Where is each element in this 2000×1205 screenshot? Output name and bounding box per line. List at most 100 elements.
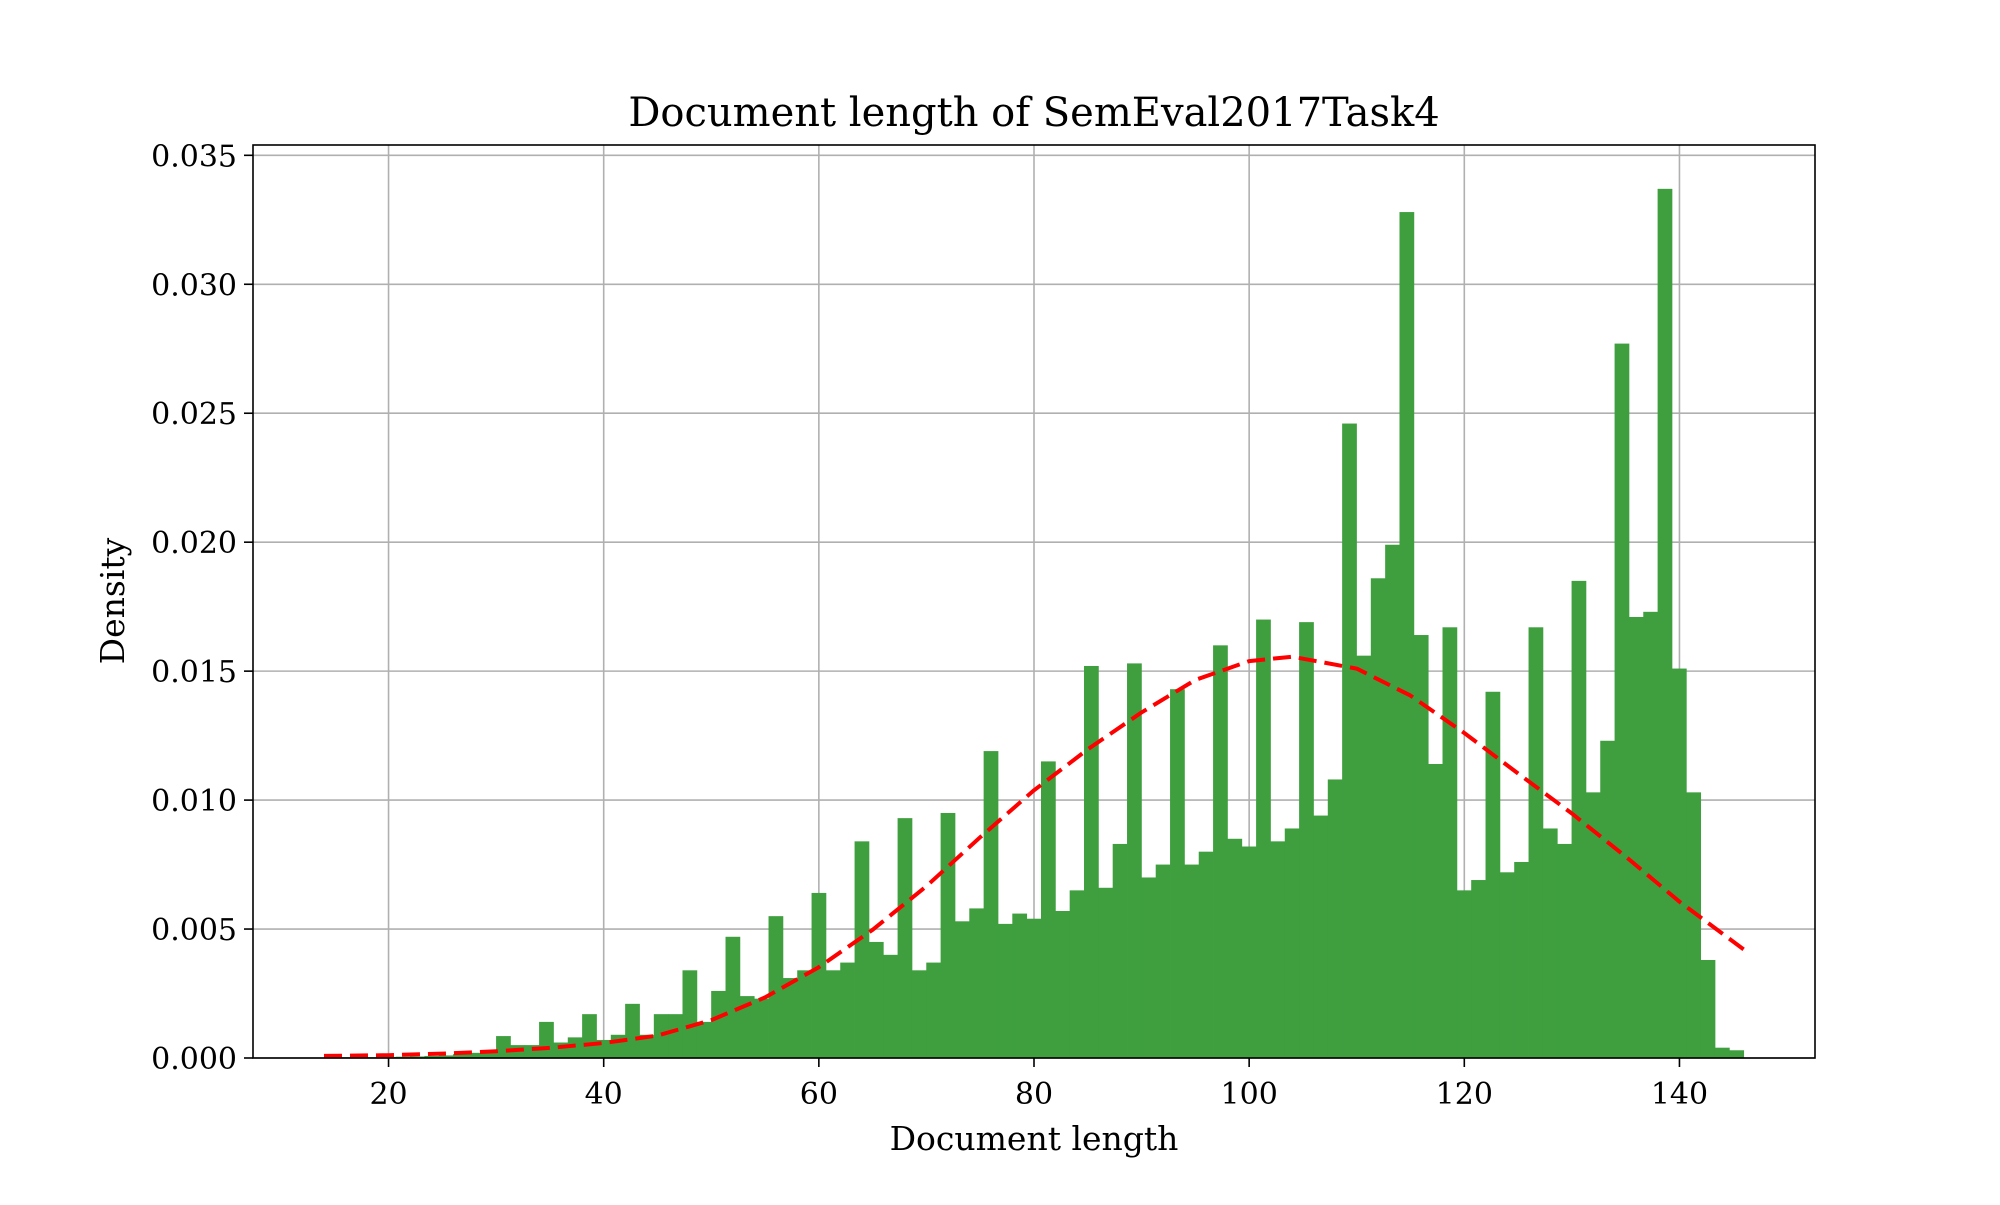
histogram-bar	[1356, 655, 1372, 1058]
histogram-bar	[1499, 872, 1515, 1058]
histogram-bar	[1342, 423, 1357, 1058]
histogram-bar	[424, 1055, 440, 1058]
histogram-bar	[883, 954, 898, 1058]
histogram-bar	[1141, 877, 1157, 1058]
histogram-bar	[954, 921, 970, 1058]
histogram-bar	[768, 916, 784, 1058]
histogram-bar	[1428, 763, 1443, 1058]
histogram-bar	[696, 1021, 712, 1058]
histogram-bar	[1485, 691, 1501, 1058]
ticks-layer: 20 40 60 80 100 120 140 0.000 0.005 0.010 0.015 0.0…	[151, 139, 1708, 1112]
histogram-bar	[1585, 792, 1601, 1058]
bars-layer	[324, 188, 1745, 1059]
histogram-bar	[1657, 188, 1673, 1059]
histogram-bar	[1456, 890, 1472, 1058]
histogram-bar	[1413, 635, 1429, 1058]
histogram-bar	[438, 1055, 454, 1058]
y-axis-label: Density	[93, 537, 132, 664]
x-tick-label: 140	[1651, 1077, 1708, 1112]
histogram-bar	[754, 998, 769, 1058]
histogram-bar	[625, 1003, 640, 1058]
histogram-bar	[1112, 843, 1128, 1058]
x-tick-label: 100	[1221, 1077, 1278, 1112]
x-axis-label: Document length	[890, 1119, 1179, 1158]
histogram-bar	[539, 1021, 554, 1058]
histogram-bar	[1557, 843, 1572, 1058]
histogram-bar	[1184, 864, 1200, 1058]
histogram-bar	[1098, 887, 1114, 1058]
fit-curve-line	[323, 654, 1746, 1058]
histogram-bar	[1714, 1047, 1730, 1058]
histogram-bar	[825, 970, 841, 1058]
histogram-bar	[1284, 828, 1300, 1058]
histogram-bar	[1471, 880, 1486, 1058]
histogram-bar	[940, 812, 956, 1058]
histogram-bar	[897, 818, 913, 1058]
histogram-bar	[467, 1052, 483, 1058]
histogram-bar	[1600, 740, 1615, 1058]
histogram-bar	[797, 970, 812, 1058]
histogram-bar	[997, 923, 1013, 1058]
y-tick-label: 0.010	[151, 784, 237, 819]
histogram-bar	[926, 962, 942, 1058]
histogram-bar	[639, 1034, 655, 1058]
histogram-bar	[653, 1014, 669, 1058]
histogram-bar	[1026, 918, 1042, 1058]
x-tick-label: 20	[369, 1077, 407, 1112]
histogram-bar	[1313, 815, 1329, 1058]
x-tick-label: 40	[585, 1077, 623, 1112]
histogram-bar	[1299, 622, 1314, 1058]
histogram-bar	[1270, 841, 1286, 1058]
histogram-bar	[1012, 913, 1028, 1058]
histogram-bar	[1686, 792, 1702, 1058]
histogram-bar	[811, 892, 827, 1058]
histogram-bar	[453, 1054, 468, 1058]
histogram-bar	[1127, 663, 1142, 1058]
histogram-bar	[1084, 665, 1099, 1058]
histogram-bar	[1514, 861, 1529, 1058]
x-tick-label: 60	[800, 1077, 838, 1112]
histogram-bar	[481, 1050, 497, 1058]
histogram-bar	[1700, 959, 1716, 1058]
histogram-bar	[1055, 910, 1071, 1058]
histogram-bar	[1542, 828, 1558, 1058]
histogram-bar	[1241, 846, 1257, 1058]
histogram-bar	[983, 751, 999, 1058]
histogram-bar	[1327, 779, 1343, 1058]
y-tick-label: 0.020	[151, 526, 237, 561]
histogram-bar	[1040, 761, 1056, 1058]
histogram-bar	[1385, 544, 1400, 1058]
histogram-bar	[682, 970, 698, 1058]
histogram-bar	[911, 970, 927, 1058]
histogram-bar	[1170, 689, 1185, 1058]
y-tick-label: 0.035	[151, 139, 237, 174]
histogram-bar	[782, 978, 798, 1058]
histogram-bar	[1213, 645, 1228, 1058]
histogram-bar	[1227, 838, 1243, 1058]
y-tick-label: 0.030	[151, 268, 237, 303]
histogram-bar	[725, 936, 741, 1058]
fit-curve-layer	[323, 654, 1746, 1058]
histogram-bar	[1399, 212, 1415, 1058]
histogram-bar	[1256, 619, 1271, 1058]
y-tick-label: 0.015	[151, 655, 237, 690]
histogram-bar	[1069, 890, 1085, 1058]
histogram-bar	[1643, 611, 1659, 1058]
histogram-bar	[496, 1036, 511, 1058]
x-tick-label: 80	[1015, 1077, 1053, 1112]
histogram-bar	[868, 941, 884, 1058]
histogram-bar	[1528, 627, 1544, 1058]
histogram-bar	[739, 996, 755, 1058]
histogram-bar	[668, 1014, 683, 1058]
histogram-bar	[567, 1037, 583, 1058]
histogram-bar	[1442, 627, 1458, 1058]
chart-title: Document length of SemEval2017Task4	[628, 90, 1439, 136]
x-tick-label: 120	[1436, 1077, 1493, 1112]
histogram-bar	[582, 1014, 597, 1058]
histogram-bar	[711, 990, 726, 1058]
histogram-bar	[1370, 578, 1386, 1058]
histogram-bar	[1614, 343, 1630, 1058]
histogram-bar	[840, 962, 855, 1058]
